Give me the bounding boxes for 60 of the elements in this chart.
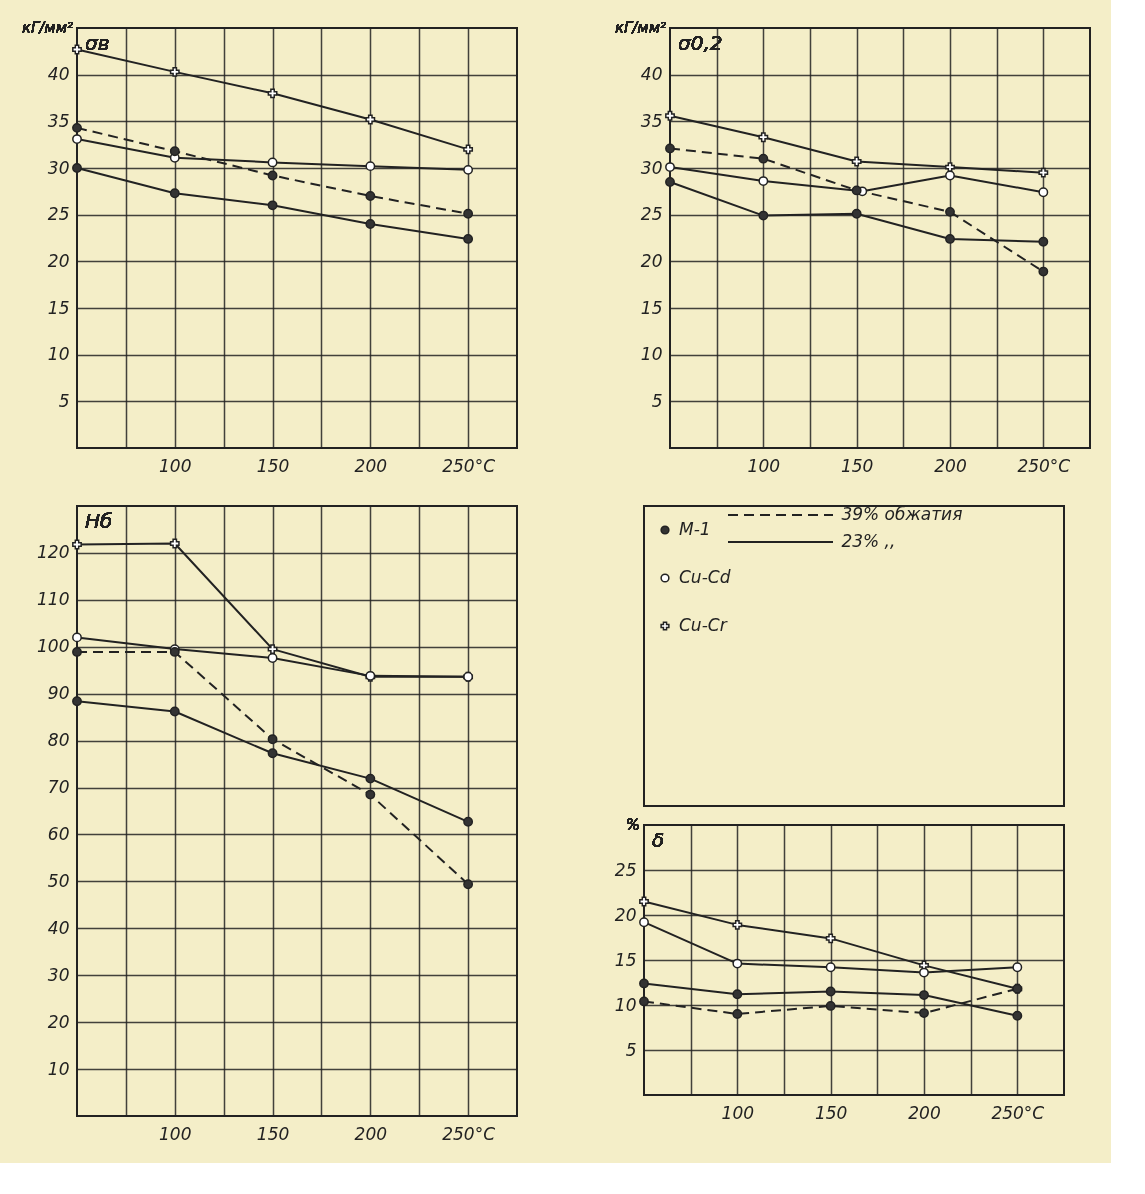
legend-label: Cu-Cd — [679, 567, 731, 587]
y-tick-label: 30 — [47, 157, 70, 178]
y-tick-label: 30 — [640, 157, 663, 178]
y-tick-label: 40 — [47, 917, 70, 938]
x-tick-label: 250°C — [991, 1102, 1045, 1123]
text: 39% обжатия — [841, 504, 963, 524]
y-tick-label: 10 — [47, 1058, 70, 1079]
y-tick-label: 25 — [640, 204, 663, 225]
y-axis-title: кГ/мм² — [21, 19, 73, 37]
chart-title: δ — [652, 828, 665, 852]
y-tick-label: 70 — [47, 777, 70, 798]
y-tick-label: 40 — [47, 64, 70, 85]
y-tick-label: 5 — [651, 390, 663, 411]
x-tick-label: 100 — [747, 455, 781, 476]
x-tick-label: 250°C — [442, 1123, 496, 1144]
y-tick-label: 25 — [47, 204, 70, 225]
y-tick-label: 50 — [47, 870, 70, 891]
y-tick-label: 20 — [47, 1011, 70, 1032]
chart-title: σв — [85, 31, 110, 55]
y-tick-label: 60 — [47, 823, 70, 844]
x-tick-label: 100 — [721, 1102, 755, 1123]
y-axis-title: кГ/мм² — [614, 19, 666, 37]
y-tick-label: 25 — [614, 859, 637, 880]
y-tick-label: 35 — [47, 110, 70, 131]
y-tick-label: 110 — [37, 589, 70, 610]
y-axis-title: % — [625, 816, 640, 834]
y-tick-label: 30 — [47, 964, 70, 985]
y-tick-label: 20 — [47, 250, 70, 271]
x-tick-label: 200 — [354, 455, 388, 476]
y-tick-label: 15 — [640, 297, 663, 318]
legend-label: M-1 — [679, 519, 711, 539]
y-tick-label: 80 — [47, 730, 70, 751]
x-tick-label: 150 — [814, 1102, 848, 1123]
x-tick-label: 200 — [354, 1123, 388, 1144]
x-tick-label: 100 — [159, 455, 192, 476]
x-tick-label: 250°C — [442, 455, 496, 476]
legend-label: Cu-Cr — [679, 615, 728, 635]
x-tick-label: 250°C — [1017, 455, 1071, 476]
y-tick-label: 15 — [47, 297, 70, 318]
y-tick-label: 10 — [614, 994, 637, 1015]
y-tick-label: 100 — [37, 636, 70, 657]
y-tick-label: 20 — [640, 250, 663, 271]
text: 23% ,, — [841, 531, 896, 551]
y-tick-label: 5 — [58, 390, 70, 411]
x-tick-label: 150 — [256, 455, 290, 476]
y-tick-label: 10 — [640, 344, 663, 365]
x-tick-label: 200 — [934, 455, 967, 476]
y-tick-label: 20 — [614, 904, 637, 925]
y-tick-label: 15 — [614, 949, 637, 970]
x-tick-label: 150 — [840, 455, 874, 476]
y-tick-label: 10 — [47, 344, 70, 365]
y-tick-label: 120 — [37, 542, 70, 563]
x-tick-label: 100 — [159, 1123, 192, 1144]
x-tick-label: 200 — [908, 1102, 941, 1123]
y-tick-label: 40 — [640, 64, 663, 85]
x-tick-label: 150 — [256, 1123, 290, 1144]
y-tick-label: 90 — [47, 683, 70, 704]
y-tick-label: 35 — [640, 110, 663, 131]
y-tick-label: 5 — [625, 1039, 637, 1060]
chart-title: Hб — [85, 509, 113, 533]
